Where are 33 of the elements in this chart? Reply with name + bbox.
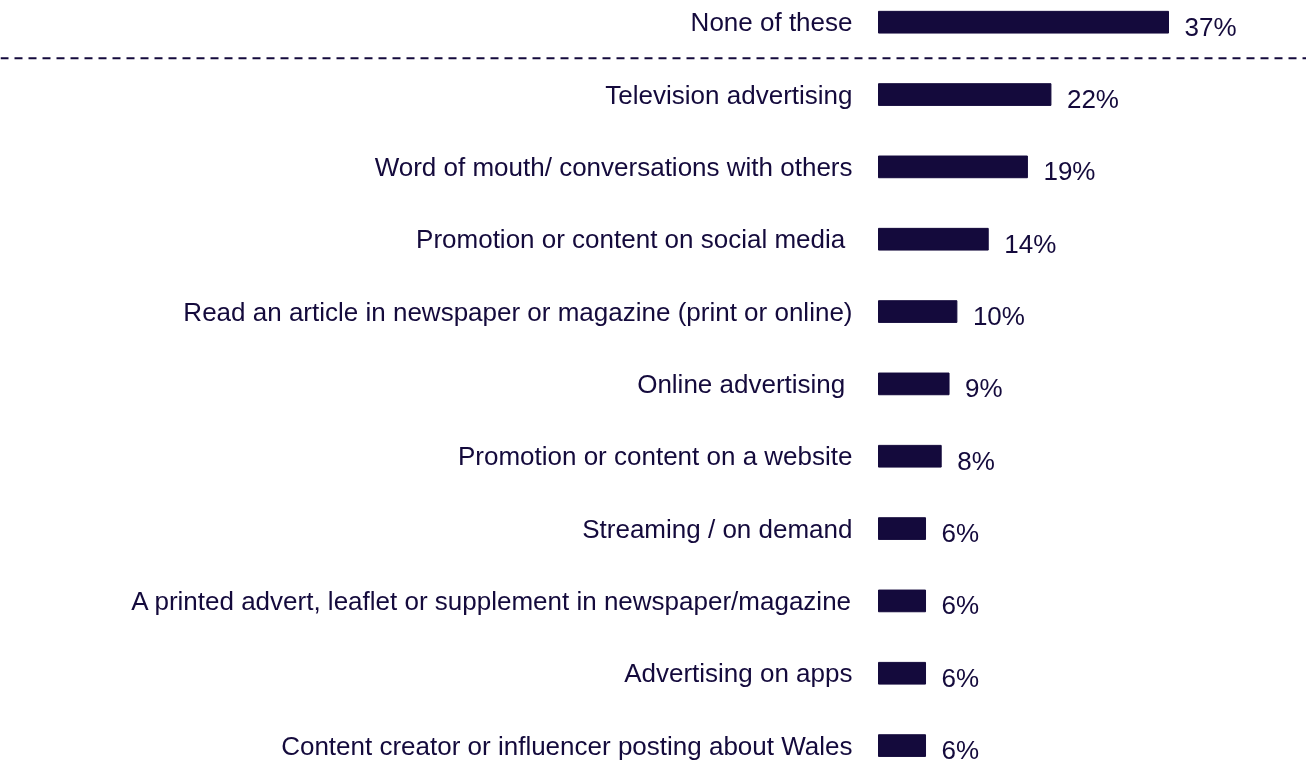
bar: [878, 734, 927, 757]
data-label: 14%: [1004, 228, 1057, 259]
y-tick-label: Promotion or content on social media: [416, 224, 846, 255]
data-label: 8%: [957, 445, 995, 476]
bar: [878, 444, 942, 468]
bar: [878, 227, 989, 251]
y-tick-label: None of these: [690, 7, 853, 38]
bar: [878, 300, 958, 323]
y-tick-label: Promotion or content on a website: [457, 441, 853, 472]
y-tick-label: Word of mouth/ conversations with others: [374, 151, 853, 182]
y-tick-label: Advertising on apps: [624, 658, 853, 689]
data-label: 9%: [965, 373, 1003, 404]
data-label: 6%: [941, 590, 980, 621]
bar: [878, 372, 950, 396]
bar: [878, 517, 927, 540]
data-label: 22%: [1066, 83, 1119, 114]
y-tick-label: Streaming / on demand: [582, 513, 853, 544]
bar: [878, 83, 1052, 106]
data-label: 19%: [1043, 156, 1096, 187]
data-label: 6%: [941, 662, 980, 693]
data-label: 10%: [972, 300, 1025, 331]
data-label: 6%: [941, 734, 980, 761]
data-label: 6%: [941, 517, 980, 548]
y-tick-label: Online advertising: [637, 368, 846, 399]
y-tick-label: Content creator or influencer posting about Wales: [281, 730, 853, 761]
data-label: 37%: [1184, 11, 1237, 42]
bar: [878, 589, 927, 613]
y-tick-label: Read an article in newspaper or magazine (print or online): [183, 296, 853, 327]
y-tick-label: A printed advert, leaflet or supplement in newspaper/magazine: [131, 585, 852, 616]
bar: [878, 661, 927, 685]
bar: [878, 10, 1169, 34]
bar: [878, 155, 1028, 179]
y-tick-label: Television advertising: [605, 79, 853, 110]
